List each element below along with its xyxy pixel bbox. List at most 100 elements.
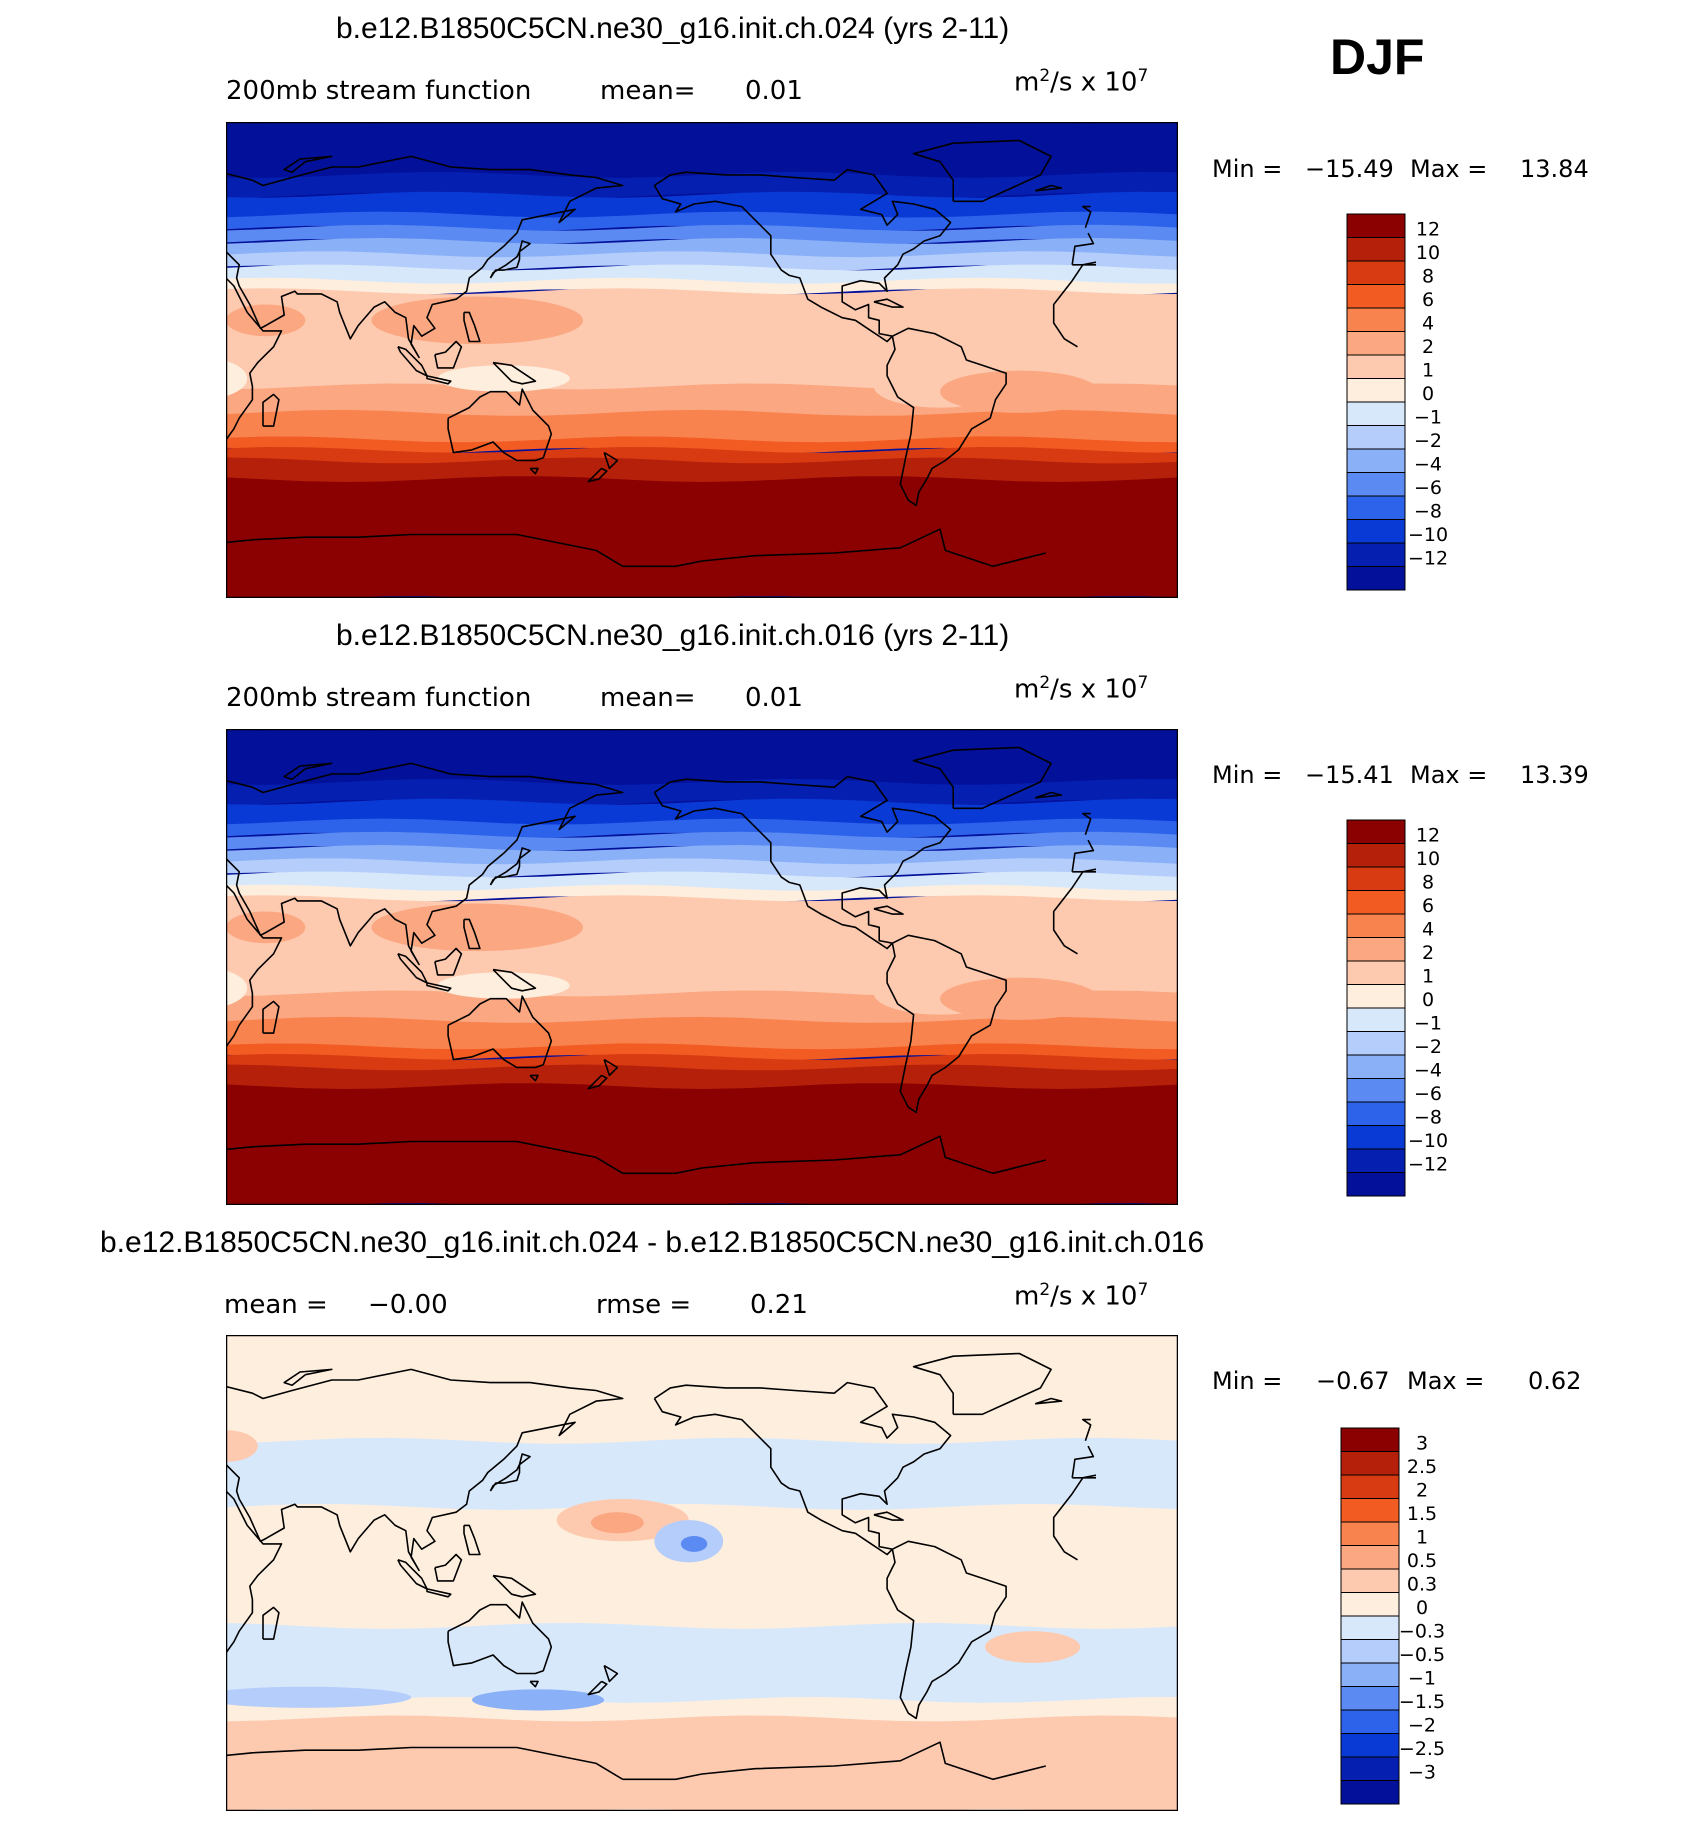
colorbar-tick-label: −1 (1414, 1013, 1442, 1035)
coastline (283, 1368, 333, 1386)
coastline (262, 1000, 280, 1034)
coastline (283, 155, 333, 173)
coastline (529, 1680, 539, 1688)
contour-blob (590, 1512, 644, 1534)
contour-band (226, 251, 1178, 272)
panel-3-map (226, 1335, 1178, 1811)
colorbar-tick-label: 4 (1422, 313, 1434, 335)
contour-band (226, 447, 1178, 465)
contour-band (226, 831, 1178, 852)
coastline (489, 857, 521, 886)
contour-band (226, 1054, 1178, 1072)
colorbar-swatch (1346, 260, 1406, 285)
colorbar-tick-label: −6 (1414, 477, 1442, 499)
colorbar-swatch (1346, 1078, 1406, 1103)
coastline (262, 1606, 280, 1640)
panel-2-title: b.e12.B1850C5CN.ne30_g16.init.ch.016 (yr… (336, 619, 1010, 652)
colorbar-tick-label: −12 (1408, 1154, 1448, 1176)
colorbar-swatch (1340, 1615, 1400, 1640)
colorbar-swatch (1346, 819, 1406, 844)
contour-blob (680, 1535, 708, 1552)
contour-blob (437, 972, 570, 999)
contour-band (226, 224, 1178, 245)
colorbar-tick-label: 2.5 (1407, 1456, 1437, 1478)
contour-band (226, 1504, 1178, 1530)
coastline (1082, 1418, 1092, 1442)
coastline (262, 393, 280, 427)
contour-band (226, 798, 1178, 826)
colorbar-swatch (1346, 1125, 1406, 1150)
coastline (226, 871, 1096, 1049)
colorbar-tick-label: −2 (1414, 1036, 1442, 1058)
colorbar-swatch (1346, 542, 1406, 567)
coastline (426, 375, 452, 385)
map-frame (226, 1335, 1178, 1811)
coastline (653, 168, 952, 343)
coastline (1082, 812, 1092, 836)
contour-band (226, 171, 1178, 199)
coastline (447, 1601, 553, 1675)
contour-band (226, 1697, 1178, 1723)
colorbar-tick-label: −2 (1414, 430, 1442, 452)
contour-blob (226, 970, 248, 1006)
colorbar-swatch (1346, 495, 1406, 520)
coastline (492, 361, 537, 385)
colorbar-tick-label: −8 (1414, 1107, 1442, 1129)
coastline (518, 1453, 531, 1466)
colorbar-swatch (1340, 1592, 1400, 1617)
colorbar-swatch (1340, 1662, 1400, 1687)
panel-1-units: m2/s x 107 (1014, 66, 1149, 98)
colorbar-tick-label: −1 (1408, 1668, 1436, 1690)
colorbar-tick-label: −2 (1408, 1715, 1436, 1737)
colorbar-swatch (1346, 913, 1406, 938)
panel-1-mean-value: 0.01 (745, 76, 803, 106)
colorbar-tick-label: −1.5 (1399, 1691, 1445, 1713)
colorbar-tick-label: 1 (1416, 1527, 1428, 1549)
panel-1-title: b.e12.B1850C5CN.ne30_g16.init.ch.024 (yr… (336, 12, 1010, 45)
panel-2-mean-label: mean= (600, 683, 696, 713)
coastline (653, 775, 952, 950)
panel-3-max-value: 0.62 (1528, 1367, 1582, 1395)
coastline (603, 1058, 619, 1077)
coastline (489, 1463, 521, 1492)
colorbar-tick-label: 0.5 (1407, 1550, 1437, 1572)
panel-2-max-label: Max = (1410, 761, 1488, 789)
coastline (1034, 184, 1063, 192)
coastline (886, 327, 1007, 507)
contour-blob (471, 1689, 605, 1711)
colorbar-tick-label: 0.3 (1407, 1574, 1437, 1596)
coastline (434, 1553, 463, 1582)
contour-blob (226, 360, 248, 397)
coastline (463, 1524, 481, 1556)
colorbar-tick-label: 3 (1416, 1433, 1428, 1455)
colorbar-tick-label: −4 (1414, 1060, 1442, 1082)
panel-3-colorbar: 3 2.5 2 1.5 1 0.5 0.3 0 −0.3 −0.5 −1 −1.5 −2 −2.5 −3 (1340, 1427, 1460, 1805)
contour-blob (984, 1631, 1081, 1663)
colorbar-swatch (1340, 1756, 1400, 1781)
contour-band (226, 1335, 1178, 1419)
panel-3-mean-value: −0.00 (368, 1290, 448, 1320)
panel-2-max-value: 13.39 (1520, 761, 1589, 789)
colorbar-tick-label: −1 (1414, 407, 1442, 429)
coastline (1034, 1397, 1063, 1405)
contour-band (226, 1662, 1178, 1704)
coastline (426, 982, 452, 992)
panel-1-mean-label: mean= (600, 76, 696, 106)
coastline (463, 311, 481, 343)
coastline (283, 762, 333, 780)
colorbar-swatch (1340, 1427, 1400, 1452)
colorbar-tick-label: 2 (1422, 942, 1434, 964)
contour-band (226, 1043, 1178, 1061)
colorbar-swatch (1346, 1007, 1406, 1032)
coastline (492, 968, 537, 992)
coastline (226, 264, 1096, 442)
coastline (518, 240, 531, 253)
colorbar-tick-label: 12 (1416, 219, 1440, 241)
contour-band (226, 729, 1178, 786)
contour-band (226, 818, 1178, 839)
colorbar-tick-label: −6 (1414, 1083, 1442, 1105)
colorbar-tick-label: 6 (1422, 895, 1434, 917)
panel-2-min-label: Min = (1212, 761, 1283, 789)
colorbar-swatch (1340, 1545, 1400, 1570)
contour-band (226, 298, 1178, 338)
